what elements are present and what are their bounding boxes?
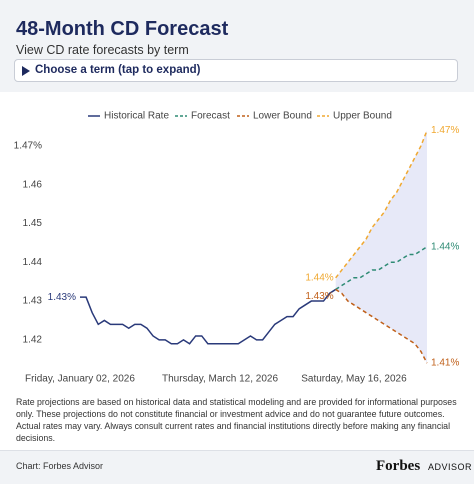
term-selector-label[interactable]: Choose a term (tap to expand) [35, 64, 201, 76]
y-tick-label: 1.47% [14, 141, 42, 152]
value-label: 1.47% [431, 125, 459, 136]
y-tick-label: 1.46 [23, 179, 43, 190]
series-line [335, 246, 428, 291]
y-tick-label: 1.45 [23, 218, 43, 229]
term-selector[interactable]: Choose a term (tap to expand) [14, 59, 458, 82]
value-label: 1.43% [305, 291, 333, 302]
legend-item: Forecast [175, 111, 230, 122]
legend-label: Historical Rate [104, 111, 169, 122]
header: 48-Month CD Forecast View CD rate foreca… [0, 0, 474, 92]
expand-icon [22, 66, 30, 76]
legend-item: Lower Bound [237, 111, 312, 122]
x-tick-label: Thursday, March 12, 2026 [162, 374, 278, 385]
series-line [335, 288, 428, 364]
series-line [335, 130, 428, 279]
legend-label: Lower Bound [253, 111, 312, 122]
chart-subtitle: View CD rate forecasts by term [16, 43, 189, 57]
value-label: 1.44% [305, 272, 333, 283]
value-label: 1.43% [48, 292, 76, 303]
value-label: 1.41% [431, 358, 459, 369]
value-label: 1.44% [431, 241, 459, 252]
legend-label: Upper Bound [333, 111, 392, 122]
legend-label: Forecast [191, 111, 230, 122]
footer: Chart: Forbes Advisor Forbes ADVISOR [0, 450, 474, 484]
logo-sub: ADVISOR [428, 462, 473, 472]
x-tick-label: Friday, January 02, 2026 [25, 374, 135, 385]
chart: 1.42 1.43 1.44 1.45 1.46 1.47% Friday, January… [14, 111, 460, 385]
legend-item: Historical Rate [88, 111, 169, 122]
source: Chart: Forbes Advisor [16, 461, 104, 471]
legend-item: Upper Bound [317, 111, 392, 122]
y-tick-label: 1.44 [23, 257, 43, 268]
y-tick-label: 1.43 [23, 296, 43, 307]
confidence-band [335, 130, 427, 364]
y-tick-label: 1.42 [23, 334, 43, 345]
series-line [80, 288, 337, 345]
x-tick-label: Saturday, May 16, 2026 [301, 374, 407, 385]
triangle [22, 66, 30, 76]
footnote: Rate projections are based on historical… [16, 397, 457, 443]
chart-title: 48-Month CD Forecast [16, 18, 229, 40]
logo-brand: Forbes [376, 458, 421, 474]
